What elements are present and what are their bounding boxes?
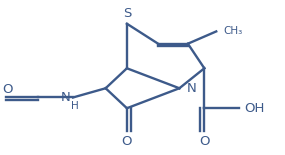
Text: O: O bbox=[3, 82, 13, 95]
Text: S: S bbox=[123, 7, 131, 20]
Text: H: H bbox=[71, 101, 78, 111]
Text: O: O bbox=[199, 135, 209, 148]
Text: OH: OH bbox=[245, 102, 265, 115]
Text: O: O bbox=[122, 135, 132, 148]
Text: CH₃: CH₃ bbox=[223, 26, 243, 36]
Text: N: N bbox=[60, 91, 70, 104]
Text: N: N bbox=[186, 82, 196, 95]
